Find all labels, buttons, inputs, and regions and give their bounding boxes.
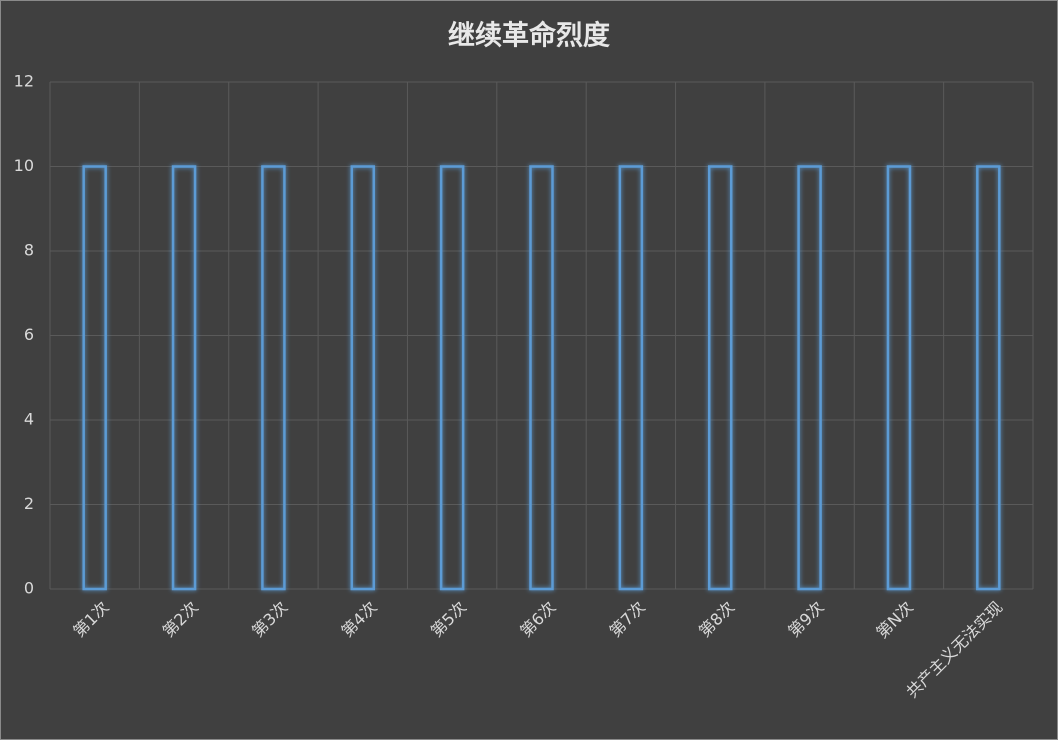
bar (82, 165, 107, 591)
bar (350, 165, 376, 591)
bar (976, 165, 1001, 591)
bar (886, 165, 912, 591)
y-tick-label: 4 (24, 410, 34, 429)
bar (439, 165, 465, 591)
bar (707, 165, 733, 591)
y-tick-label: 12 (14, 72, 34, 91)
y-tick-label: 10 (14, 156, 34, 175)
bar (797, 165, 822, 591)
chart-title: 继续革命烈度 (448, 20, 610, 52)
y-tick-label: 6 (24, 325, 34, 344)
bar (261, 165, 286, 591)
bar (618, 165, 644, 591)
y-tick-label: 0 (24, 579, 34, 598)
y-tick-label: 8 (24, 241, 34, 260)
y-tick-label: 2 (24, 494, 34, 513)
bar (529, 165, 554, 591)
bar (171, 165, 197, 591)
